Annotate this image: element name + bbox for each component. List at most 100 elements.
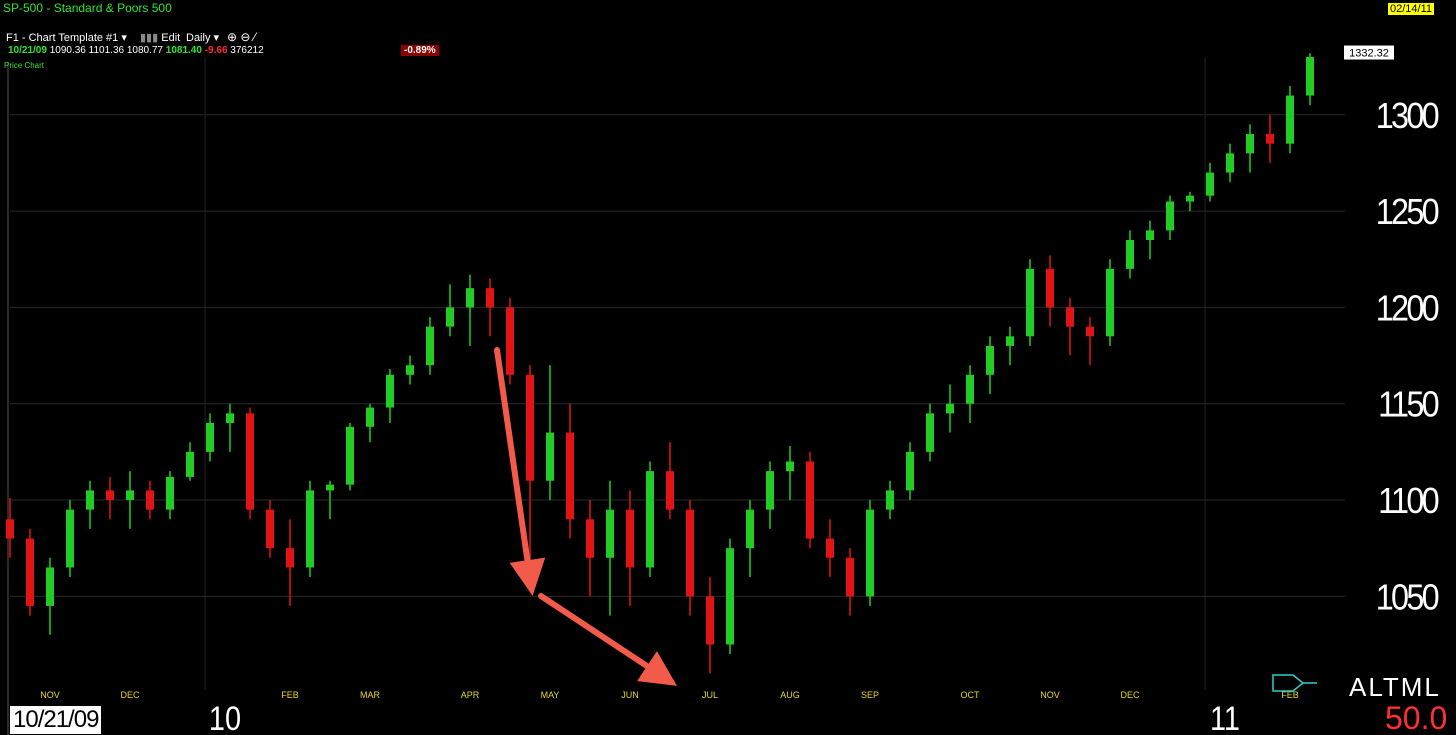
x-tick-label: NOV — [1040, 690, 1060, 700]
candle-body — [46, 567, 54, 606]
candle-body — [606, 509, 614, 558]
pane-label: Price Chart — [4, 61, 45, 70]
annotation-arrow — [538, 593, 678, 686]
candle-body — [826, 538, 834, 558]
candle-body — [766, 471, 774, 510]
candle-body — [1206, 172, 1214, 196]
candle-body — [546, 432, 554, 481]
cursor-date: 10/21/09 — [10, 706, 102, 734]
period: Daily — [186, 32, 211, 44]
candle-body — [66, 509, 74, 568]
last-price-label: 1332.32 — [1349, 48, 1389, 60]
candle-body — [266, 509, 274, 549]
candle-body — [366, 407, 374, 427]
candle-body — [466, 288, 474, 308]
candle-body — [486, 288, 494, 308]
candle-body — [26, 538, 34, 606]
candle-body — [1226, 153, 1234, 173]
candle-body — [726, 548, 734, 645]
symbol: SP-500 - Standard & Poors 500 — [3, 1, 172, 15]
candle-body — [106, 490, 114, 501]
x-tick-label: JUL — [702, 690, 718, 700]
last-price-box — [1344, 45, 1394, 60]
edit-button[interactable]: ▮▮▮ Edit — [140, 32, 181, 44]
x-tick-label: JUN — [621, 690, 639, 700]
candle-body — [1086, 326, 1094, 337]
quote-date: 10/21/09 — [8, 45, 47, 56]
candle-body — [966, 374, 974, 404]
candle-body — [646, 471, 654, 568]
candle-body — [166, 476, 174, 510]
x-tick-label: OCT — [961, 690, 981, 700]
x-tick-label: 11 — [1210, 699, 1240, 735]
candle-body — [506, 307, 514, 375]
quote-open: 1090.36 — [49, 45, 86, 56]
candle-body — [1026, 268, 1034, 337]
x-tick-label: DEC — [120, 690, 140, 700]
y-tick-label: 1250 — [1376, 193, 1439, 233]
period-menu[interactable]: Daily ▾ — [186, 32, 220, 44]
candle-body — [6, 519, 14, 539]
y-tick-label: 1200 — [1376, 289, 1439, 329]
candle-body — [1286, 95, 1294, 144]
zoom-tools[interactable]: ⊕ ⊖ ⁄ — [227, 30, 256, 44]
candle-body — [526, 374, 534, 481]
x-tick-label: SEP — [861, 690, 879, 700]
candle-body — [1066, 307, 1074, 327]
candle-body — [1186, 195, 1194, 202]
y-tick-label: 1050 — [1376, 578, 1439, 618]
y-tick-label: 1150 — [1378, 385, 1439, 425]
candle-body — [1246, 134, 1254, 154]
candle-body — [866, 509, 874, 597]
candle-body — [426, 326, 434, 366]
indicator-name[interactable]: ALTML — [1349, 672, 1441, 703]
candle-body — [626, 509, 634, 568]
candle-body — [806, 461, 814, 539]
candle-body — [746, 509, 754, 549]
template-menu[interactable]: F1 - Chart Template #1 ▾ — [6, 32, 127, 44]
candle-body — [126, 490, 134, 501]
candle-body — [566, 432, 574, 520]
candle-body — [926, 413, 934, 452]
indicator: ALTML — [1349, 672, 1441, 702]
candle-body — [946, 403, 954, 414]
candle-body — [346, 426, 354, 485]
quote-last: 1081.40 — [165, 45, 202, 56]
x-tick-label: DEC — [1120, 690, 1140, 700]
template: F1 - Chart Template #1 — [6, 32, 119, 44]
candle-body — [666, 471, 674, 510]
candle-body — [1126, 239, 1134, 269]
candle-body — [326, 484, 334, 491]
candle-body — [446, 307, 454, 327]
candle-body — [1166, 201, 1174, 231]
candle-body — [886, 490, 894, 510]
indicator-value: 50.0 — [1385, 700, 1448, 735]
candle-body — [986, 345, 994, 375]
candle-body — [906, 451, 914, 491]
candle-body — [1306, 57, 1314, 96]
candle-body — [406, 365, 414, 375]
change-pct: -0.89% — [401, 45, 439, 56]
candle-body — [206, 422, 214, 452]
quote-low: 1080.77 — [126, 45, 163, 56]
candle-body — [1266, 134, 1274, 144]
current-date: 02/14/11 — [1388, 3, 1435, 15]
candle-body — [706, 596, 714, 645]
x-tick-label: 10 — [209, 699, 241, 735]
x-tick-label: APR — [461, 690, 480, 700]
candle-body — [306, 490, 314, 568]
annotation-arrow — [494, 347, 546, 596]
candle-body — [86, 490, 94, 510]
indicator-icon — [1272, 674, 1317, 692]
y-tick-label: 1300 — [1376, 96, 1439, 136]
candle-body — [286, 548, 294, 568]
candle-body — [846, 557, 854, 597]
quote-row: 10/21/09 1090.36 1101.36 1080.77 1081.40… — [8, 45, 264, 56]
candle-body — [586, 519, 594, 558]
x-tick-label: FEB — [1281, 690, 1299, 700]
edit: Edit — [161, 32, 181, 44]
quote-high: 1101.36 — [88, 45, 125, 56]
candle-body — [146, 490, 154, 510]
